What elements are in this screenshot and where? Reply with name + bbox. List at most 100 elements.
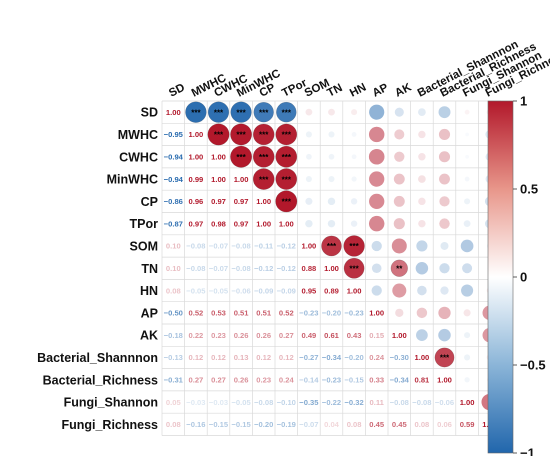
value-label-HN-TN: 0.89	[324, 286, 339, 295]
corr-circle-CWHC-HN	[351, 154, 357, 160]
value-label-Bacterial_Richness-AP: 0.33	[369, 375, 384, 384]
corr-circle-MinWHC-CP	[252, 168, 275, 190]
corr-circle-CWHC-MinWHC	[230, 145, 253, 168]
corr-circle-TN-AK	[390, 259, 408, 277]
corr-circle-MinWHC-TPor	[275, 168, 298, 190]
corr-circle-TN-HN	[343, 257, 365, 279]
value-label-CP-MWHC: 0.96	[189, 197, 204, 206]
row-label-SD: SD	[141, 106, 158, 120]
value-label-Fungi_Shannon-CWHC: −0.03	[209, 398, 228, 407]
row-label-Fungi_Richness: Fungi_Richness	[61, 418, 158, 432]
value-label-AK-CWHC: 0.23	[211, 331, 226, 340]
value-label-Fungi_Richness-Bacterial_Shannnon: 0.08	[415, 420, 430, 429]
row-label-HN: HN	[140, 284, 158, 298]
value-label-TN-TPor: −0.12	[277, 264, 296, 273]
corr-circle-SOM-Bacterial_Richness	[440, 241, 449, 250]
corr-circle-SOM-TN	[321, 235, 342, 257]
significance-CWHC-CP: ***	[259, 153, 269, 162]
value-label-TN-SD: 0.10	[166, 264, 181, 273]
value-label-AP-CP: 0.51	[256, 309, 272, 318]
corr-circle-MWHC-MinWHC	[230, 123, 252, 146]
value-label-HN-CWHC: −0.05	[209, 286, 229, 295]
corr-circle-SD-TPor	[276, 101, 297, 123]
value-label-MinWHC-CWHC: 1.00	[211, 175, 226, 184]
value-label-Bacterial_Richness-TN: −0.23	[322, 375, 341, 384]
corr-circle-CWHC-TPor	[275, 145, 298, 168]
value-label-AP-SD: −0.50	[164, 309, 183, 318]
corr-circle-Bacterial_Shannnon-Bacterial_Richness	[434, 347, 455, 368]
corr-circle-TPor-SOM	[305, 219, 313, 228]
corr-circle-MinWHC-HN	[351, 176, 357, 182]
significance-MinWHC-TPor: ***	[282, 175, 292, 184]
corr-circle-CWHC-CP	[252, 145, 275, 168]
corr-circle-TPor-AP	[368, 215, 385, 232]
value-label-Bacterial_Richness-MWHC: 0.27	[189, 375, 204, 384]
value-label-Fungi_Shannon-CP: −0.08	[254, 398, 273, 407]
corr-circle-SD-HN	[351, 109, 358, 116]
value-label-Bacterial_Shannnon-CP: 0.12	[256, 353, 271, 362]
value-label-Bacterial_Shannnon-MinWHC: 0.13	[234, 353, 249, 362]
value-label-Fungi_Richness-TPor: −0.19	[277, 420, 296, 429]
colorbar-tick-label: 0	[520, 270, 527, 285]
value-label-CWHC-MWHC: 1.00	[189, 152, 204, 161]
row-label-SOM: SOM	[130, 239, 158, 253]
value-label-MWHC-SD: −0.95	[164, 130, 184, 139]
significance-SD-CP: ***	[259, 108, 269, 117]
value-label-Fungi_Richness-AP: 0.45	[369, 420, 385, 429]
value-label-AK-SD: −0.18	[164, 331, 183, 340]
corr-circle-AK-Fungi_Shannon	[464, 332, 471, 339]
significance-MinWHC-CP: ***	[259, 175, 269, 184]
value-label-MinWHC-SD: −0.94	[164, 175, 184, 184]
value-label-Fungi_Shannon-SOM: −0.35	[299, 398, 319, 407]
corr-circle-MWHC-HN	[351, 132, 357, 137]
significance-SD-MWHC: ***	[191, 108, 201, 117]
corr-circle-CP-SOM	[305, 197, 313, 205]
significance-SD-TPor: ***	[282, 108, 292, 117]
value-label-Fungi_Shannon-AK: −0.08	[390, 398, 409, 407]
row-label-Bacterial_Richness: Bacterial_Richness	[43, 373, 158, 387]
value-label-TPor-MWHC: 0.97	[189, 219, 204, 228]
value-label-Bacterial_Shannnon-SD: −0.13	[164, 353, 183, 362]
value-label-Bacterial_Shannnon-HN: −0.20	[344, 353, 363, 362]
value-label-Fungi_Richness-AK: 0.45	[392, 420, 408, 429]
value-label-Fungi_Richness-SD: 0.08	[166, 420, 181, 429]
significance-MWHC-TPor: ***	[282, 131, 292, 140]
corr-circle-TN-Bacterial_Richness	[439, 263, 450, 274]
colorbar: 1 0.5 0 −0.5 −1	[487, 94, 546, 456]
corr-circle-TN-Fungi_Shannon	[462, 263, 473, 274]
corr-circle-CWHC-Bacterial_Shannnon	[418, 153, 426, 161]
value-label-AP-SOM: −0.23	[299, 309, 318, 318]
corr-circle-MWHC-SOM	[305, 131, 312, 138]
row-label-CWHC: CWHC	[119, 150, 158, 164]
corr-circle-MinWHC-Fungi_Shannon	[464, 176, 470, 182]
value-label-HN-SD: 0.08	[166, 286, 181, 295]
value-label-HN-SOM: 0.95	[302, 286, 318, 295]
corr-circle-CWHC-SOM	[306, 153, 312, 160]
value-label-AP-AP: 1.00	[369, 309, 384, 318]
significance-SD-MinWHC: ***	[236, 108, 246, 117]
corr-circle-SD-AK	[394, 107, 404, 117]
corr-circle-CWHC-AP	[368, 148, 385, 165]
value-label-SOM-CWHC: −0.07	[209, 242, 228, 251]
value-label-SD-SD: 1.00	[166, 108, 181, 117]
corr-circle-TPor-TN	[327, 219, 336, 228]
value-label-Bacterial_Richness-TPor: 0.24	[279, 375, 295, 384]
value-label-TN-CP: −0.12	[254, 264, 273, 273]
value-label-TPor-CP: 1.00	[256, 219, 271, 228]
value-label-Bacterial_Shannnon-MWHC: 0.12	[189, 353, 204, 362]
value-label-AP-MinWHC: 0.51	[234, 309, 250, 318]
corr-circle-SD-AP	[369, 104, 385, 120]
corr-circle-TPor-HN	[350, 220, 358, 227]
value-label-Bacterial_Shannnon-TN: −0.34	[322, 353, 342, 362]
corr-circle-MWHC-TN	[328, 131, 335, 138]
corr-circle-AK-Bacterial_Shannnon	[416, 329, 428, 342]
column-label-AP: AP	[371, 82, 391, 100]
value-label-MWHC-MWHC: 1.00	[189, 130, 204, 139]
value-label-TPor-TPor: 1.00	[279, 219, 294, 228]
value-label-HN-MinWHC: −0.06	[231, 286, 250, 295]
corr-circle-CWHC-Fungi_Shannon	[465, 154, 469, 159]
significance-MWHC-MinWHC: ***	[236, 131, 246, 140]
corr-circle-AP-Fungi_Shannon	[463, 309, 471, 317]
corr-circle-MWHC-AK	[394, 129, 405, 140]
value-label-Fungi_Shannon-TN: −0.22	[322, 398, 341, 407]
